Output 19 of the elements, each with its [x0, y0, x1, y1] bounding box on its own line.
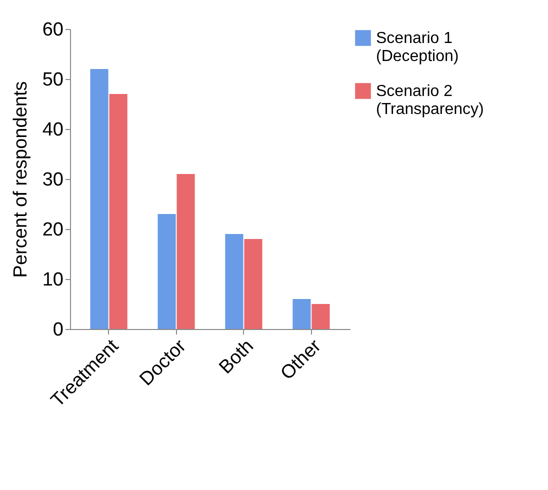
- bar: [244, 239, 262, 329]
- bar: [312, 304, 330, 329]
- bar: [90, 69, 108, 329]
- y-tick-label: 60: [42, 20, 64, 40]
- y-axis-title: Percent of respondents: [10, 81, 32, 278]
- x-tick-label: Both: [215, 336, 258, 378]
- y-tick-label: 30: [42, 170, 64, 190]
- y-tick-label: 40: [42, 120, 64, 140]
- y-tick-label: 10: [42, 270, 64, 290]
- legend-label: Scenario 1 (Deception): [376, 30, 459, 65]
- legend-label: Scenario 2 (Transparency): [376, 83, 484, 118]
- bar: [158, 214, 176, 329]
- y-tick-label: 0: [52, 320, 64, 340]
- bar: [109, 94, 128, 329]
- y-tick-label: 20: [42, 220, 64, 240]
- bar: [225, 234, 244, 329]
- bar: [292, 299, 311, 329]
- y-tick-label: 50: [42, 70, 64, 90]
- bar: [176, 174, 195, 329]
